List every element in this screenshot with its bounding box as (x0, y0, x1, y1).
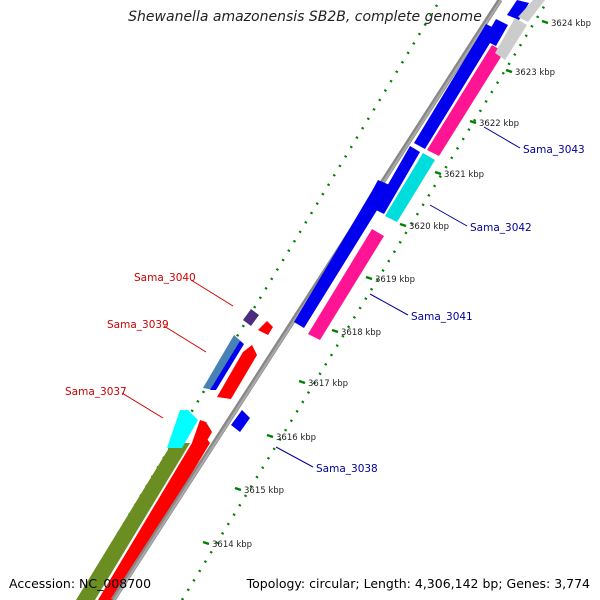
feature-red-3037b (186, 420, 212, 460)
feature-cyan-3042 (385, 153, 435, 222)
plus-strand-features (231, 0, 545, 432)
scale-ticks: 3614 kbp 3615 kbp 3616 kbp 3617 kbp 3618 kbp… (202, 19, 591, 550)
feature-blue-top2 (484, 19, 508, 46)
accession-text: Accession: NC_008700 (9, 576, 152, 591)
feature-blue-3039b (210, 341, 244, 390)
scale-tick-label: 3615 kbp (244, 486, 284, 496)
scale-tick-mark (541, 19, 549, 25)
gene-label[interactable]: Sama_3037 (65, 386, 127, 398)
scale-tick-label: 3624 kbp (551, 19, 591, 29)
gene-label-leader-line (163, 325, 207, 353)
scale-tick-label: 3614 kbp (212, 540, 252, 550)
genome-backbone (110, 0, 503, 600)
gene-label-leader-line (190, 279, 234, 307)
gene-label-leader-line (483, 126, 521, 149)
scale-tick-mark (298, 379, 306, 385)
gene-label-leader-line (429, 204, 468, 227)
scale-tick-mark (505, 68, 513, 74)
scale-tick-mark (365, 275, 373, 281)
scale-tick-mark (434, 170, 442, 176)
feature-cyan-3037 (167, 410, 198, 448)
feature-red-3039 (217, 345, 257, 399)
scale-tick-mark (331, 328, 339, 334)
scale-tick-mark (266, 433, 274, 439)
gene-labels: Sama_3037 Sama_3039 Sama_3040 Sama_3038 Sama… (65, 126, 585, 475)
scale-tick-label: 3618 kbp (341, 328, 381, 338)
minus-strand-features (76, 309, 273, 600)
gene-label-leader-line (121, 392, 164, 419)
scale-tick-label: 3622 kbp (479, 119, 519, 129)
gene-label-leader-line (369, 293, 409, 316)
gene-label-leader-line (275, 446, 314, 468)
scale-tick-mark (202, 540, 210, 546)
scale-tick-mark (469, 119, 477, 125)
scale-tick-label: 3617 kbp (308, 379, 348, 389)
gene-label[interactable]: Sama_3042 (470, 222, 532, 234)
feature-gray-top1 (495, 18, 527, 60)
scale-tick-mark (234, 486, 242, 492)
scale-tick-mark (399, 222, 407, 228)
gene-label[interactable]: Sama_3041 (411, 311, 473, 323)
scale-tick-label: 3621 kbp (444, 170, 484, 180)
scale-tick-label: 3619 kbp (375, 275, 415, 285)
feature-pink-3043 (427, 45, 504, 156)
feature-purple-3040 (243, 309, 259, 326)
genome-summary-text: Topology: circular; Length: 4,306,142 bp… (246, 576, 590, 591)
feature-blue-3041 (294, 180, 392, 328)
feature-pink-3041 (308, 229, 384, 340)
feature-blue-3038 (231, 410, 250, 432)
scale-tick-label: 3616 kbp (276, 433, 316, 443)
feature-steelblue-3039 (203, 335, 243, 390)
feature-blue-top1 (414, 24, 498, 149)
scale-tick-label: 3620 kbp (409, 222, 449, 232)
gene-label[interactable]: Sama_3040 (134, 272, 196, 284)
feature-olive-long (76, 443, 190, 600)
scale-tick-label: 3623 kbp (515, 68, 555, 78)
gc-track-inner (180, 0, 550, 600)
map-title: Shewanella amazonensis SB2B, complete ge… (128, 9, 482, 25)
feature-red-lower (98, 435, 210, 600)
feature-red-3040 (258, 321, 273, 335)
gene-label[interactable]: Sama_3038 (316, 463, 378, 475)
feature-blue-top3 (507, 0, 529, 20)
feature-blue-upper (374, 146, 420, 214)
feature-gray-top2 (518, 0, 545, 22)
gene-label[interactable]: Sama_3043 (523, 144, 585, 156)
gc-track-outer (76, 0, 442, 600)
gene-label[interactable]: Sama_3039 (107, 319, 169, 331)
